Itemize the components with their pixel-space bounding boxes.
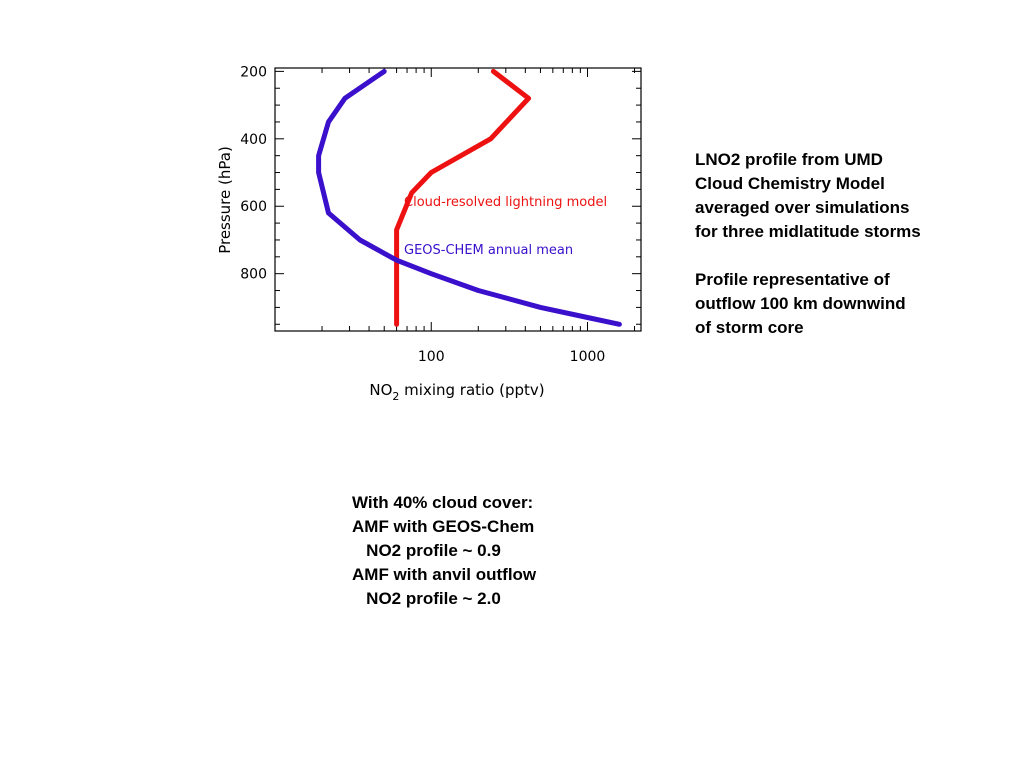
y-axis-label: Pressure (hPa) [216, 146, 234, 254]
x-axis-label-suffix: mixing ratio (pptv) [399, 381, 544, 399]
y-tick-label: 400 [240, 132, 267, 148]
x-tick-label: 1000 [570, 349, 606, 365]
legend-label-lightning: Cloud-resolved lightning model [404, 195, 607, 210]
series-group [316, 68, 622, 327]
y-axis-ticks: 200 400 600 800 [240, 64, 641, 325]
legend-label-geos-chem: GEOS-CHEM annual mean [404, 243, 573, 258]
x-axis-ticks: 100 1000 [274, 68, 636, 365]
x-axis-label-subscript: 2 [392, 390, 399, 403]
plot-frame [274, 67, 642, 332]
series-line-lightning-model [394, 68, 532, 327]
y-tick-label: 600 [240, 199, 267, 215]
x-axis-label: NO2 mixing ratio (pptv) [369, 381, 544, 403]
x-axis-label-main: NO [369, 381, 392, 399]
y-tick-label: 200 [240, 64, 267, 80]
y-tick-label: 800 [240, 267, 267, 283]
profile-description-note: LNO2 profile from UMD Cloud Chemistry Mo… [695, 150, 921, 337]
amf-cloud-cover-note: With 40% cloud cover: AMF with GEOS-Chem… [352, 493, 537, 608]
x-tick-label: 100 [418, 349, 445, 365]
series-line-geos-chem [316, 68, 622, 327]
